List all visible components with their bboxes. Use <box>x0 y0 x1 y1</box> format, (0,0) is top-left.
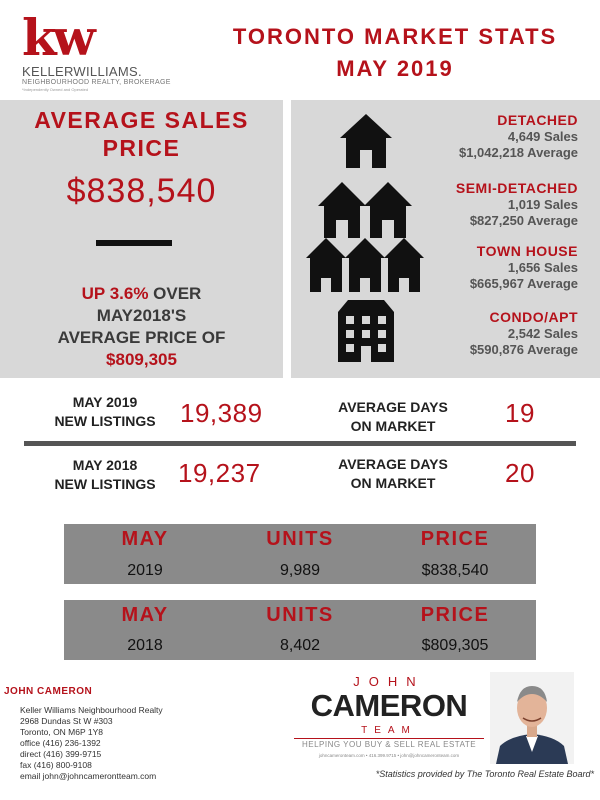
detached-label: DETACHED <box>497 112 578 128</box>
agent-address-line1: 2968 Dundas St W #303 <box>20 716 113 726</box>
townhouse-stats: TOWN HOUSE 1,656 Sales $665,967 Average <box>418 243 578 292</box>
change-line2: MAY2018'S <box>96 306 187 325</box>
days-on-market-2018-line1: AVERAGE DAYS <box>338 456 448 472</box>
keller-williams-logo-tagline: *Independently Owned and Operated <box>22 87 89 92</box>
team-logo-rule <box>294 738 484 739</box>
townhouse-sales: 1,656 Sales <box>507 260 578 275</box>
condo-sales: 2,542 Sales <box>507 326 578 341</box>
agent-brokerage: Keller Williams Neighbourhood Realty <box>20 705 163 715</box>
new-listings-2018-value: 19,237 <box>178 458 261 488</box>
condo-stats: CONDO/APT 2,542 Sales $590,876 Average <box>418 309 578 358</box>
table-2018-header-may: MAY <box>121 604 169 626</box>
team-logo-contact: johncameronteam.com • 416.399.9715 • joh… <box>318 753 460 758</box>
townhouse-icon <box>306 238 424 292</box>
section-divider <box>24 441 576 446</box>
condo-average: $590,876 Average <box>469 342 578 357</box>
team-logo-cameron: CAMERON <box>310 688 468 723</box>
days-on-market-2019-label: AVERAGE DAYS ON MARKET <box>318 398 468 436</box>
statistics-disclaimer: *Statistics provided by The Toronto Real… <box>375 769 594 779</box>
townhouse-average: $665,967 Average <box>469 276 578 291</box>
agent-name: JOHN CAMERON <box>4 686 93 697</box>
divider-bar <box>96 240 172 246</box>
agent-direct-phone: direct (416) 399-9715 <box>20 749 102 759</box>
condo-building-icon <box>338 300 394 362</box>
new-listings-2018-text: NEW LISTINGS <box>54 476 156 492</box>
year-over-year-change: UP 3.6% OVER MAY2018'S AVERAGE PRICE OF … <box>10 283 273 371</box>
page-subtitle: MAY 2019 <box>336 56 454 81</box>
semi-detached-label: SEMI-DETACHED <box>455 180 578 196</box>
change-percent: UP 3.6% <box>81 284 149 303</box>
agent-email[interactable]: email john@johncamerontteam.com <box>20 771 157 781</box>
table-2018-price: $809,305 <box>421 637 489 654</box>
days-on-market-2018-line2: ON MARKET <box>350 475 436 491</box>
agent-address-line2: Toronto, ON M6P 1Y8 <box>20 727 103 737</box>
new-listings-2019-text: NEW LISTINGS <box>54 413 156 429</box>
change-line1: UP 3.6% OVER <box>10 283 273 305</box>
days-on-market-2019-line1: AVERAGE DAYS <box>338 399 448 415</box>
keller-williams-logo-mark: kw <box>22 8 96 67</box>
change-over: OVER <box>148 284 202 303</box>
previous-average-price: $809,305 <box>106 350 177 369</box>
days-on-market-2019-line2: ON MARKET <box>350 418 436 434</box>
table-2018-units: 8,402 <box>279 637 321 654</box>
new-listings-2019-year: MAY 2019 <box>72 394 138 410</box>
change-line3: AVERAGE PRICE OF <box>57 328 226 347</box>
keller-williams-logo-subtitle: NEIGHBOURHOOD REALTY, BROKERAGE <box>22 79 171 86</box>
detached-average: $1,042,218 Average <box>458 145 578 160</box>
team-logo-team: TEAM <box>361 725 417 736</box>
days-on-market-2018-value: 20 <box>505 458 535 488</box>
average-heading-line2: PRICE <box>102 135 181 161</box>
house-icon <box>340 114 392 168</box>
table-2018-header-units: UNITS <box>266 604 334 626</box>
table-2019-header-may: MAY <box>121 528 169 550</box>
average-price-value: $838,540 <box>66 172 217 210</box>
stats-table-2019 <box>64 524 536 584</box>
keller-williams-logo-name: KELLERWILLIAMS. <box>22 64 142 79</box>
agent-office-phone: office (416) 236-1392 <box>20 738 101 748</box>
page-title: TORONTO MARKET STATS <box>232 24 558 49</box>
table-2018-year: 2018 <box>127 637 163 654</box>
average-price-panel <box>0 100 283 378</box>
average-sales-price-heading: AVERAGE SALES PRICE <box>10 106 273 162</box>
new-listings-2018-year: MAY 2018 <box>72 457 138 473</box>
team-logo-tagline: HELPING YOU BUY & SELL REAL ESTATE <box>301 740 477 749</box>
agent-fax: fax (416) 800-9108 <box>20 760 92 770</box>
townhouse-label: TOWN HOUSE <box>476 243 578 259</box>
new-listings-2019-value: 19,389 <box>180 398 263 428</box>
semi-detached-average: $827,250 Average <box>469 213 578 228</box>
condo-label: CONDO/APT <box>489 309 578 325</box>
new-listings-2019-label: MAY 2019 NEW LISTINGS <box>30 393 180 431</box>
agent-photo <box>490 672 574 764</box>
table-2018-header-price: PRICE <box>420 604 490 626</box>
team-logo-john: JOHN <box>353 674 425 689</box>
table-2019-header-price: PRICE <box>420 528 490 550</box>
table-2019-year: 2019 <box>127 562 163 579</box>
new-listings-2018-label: MAY 2018 NEW LISTINGS <box>30 456 180 494</box>
table-2019-units: 9,989 <box>279 562 321 579</box>
stats-table-2018 <box>64 600 536 660</box>
days-on-market-2019-value: 19 <box>505 398 535 428</box>
semi-detached-stats: SEMI-DETACHED 1,019 Sales $827,250 Avera… <box>418 180 578 229</box>
average-heading-line1: AVERAGE SALES <box>34 107 249 133</box>
days-on-market-2018-label: AVERAGE DAYS ON MARKET <box>318 455 468 493</box>
detached-sales: 4,649 Sales <box>507 129 578 144</box>
table-2019-header-units: UNITS <box>266 528 334 550</box>
detached-stats: DETACHED 4,649 Sales $1,042,218 Average <box>418 112 578 161</box>
table-2019-price: $838,540 <box>421 562 489 579</box>
semi-detached-sales: 1,019 Sales <box>507 197 578 212</box>
semi-detached-icon <box>318 182 412 238</box>
